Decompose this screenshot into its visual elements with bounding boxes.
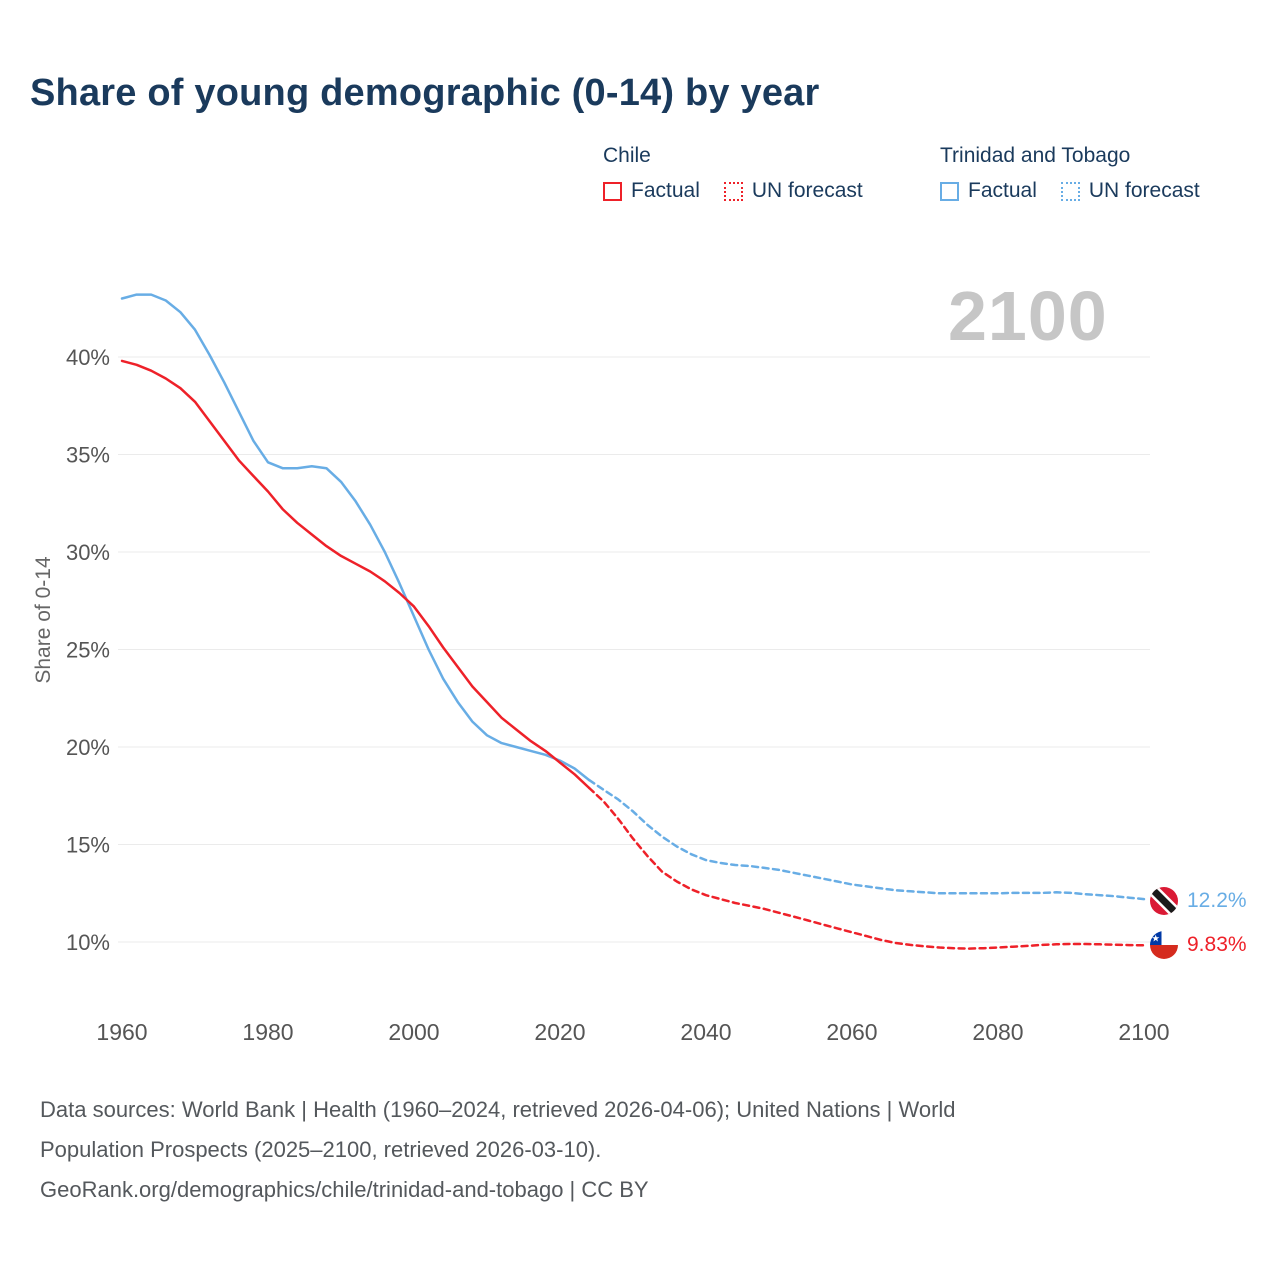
legend-group-chile: Chile Factual UN forecast [603,144,863,203]
y-tick-label: 35% [66,443,110,468]
x-tick-label: 2040 [680,1019,731,1045]
legend-item-label: Factual [631,179,700,202]
legend-chile-items: Factual UN forecast [603,179,863,203]
x-tick-label: 2020 [534,1019,585,1045]
legend-group-trinidad: Trinidad and Tobago Factual UN forecast [940,144,1200,203]
y-tick-label: 25% [66,638,110,663]
chile-flag-icon [1150,931,1178,959]
chile-end-value: 9.83% [1187,933,1247,956]
trinidad-end-value: 12.2% [1187,889,1247,912]
trinidad-factual-line [120,293,591,782]
legend-item-trinidad-factual[interactable]: Factual [940,179,1037,203]
legend-item-label: UN forecast [751,179,863,202]
legend-item-label: UN forecast [1088,179,1200,202]
trinidad-and-tobago-flag-icon [1150,887,1178,915]
footer: Data sources: World Bank | Health (1960–… [40,1090,956,1210]
data-sources-line-1: Data sources: World Bank | Health (1960–… [40,1097,956,1122]
y-tick-label: 10% [66,930,110,955]
chile-factual-swatch-icon [603,181,622,201]
endpoint-trinidad: 12.2% [1150,887,1247,915]
y-tick-label: 15% [66,833,110,858]
y-tick-label: 40% [66,345,110,370]
x-tick-label: 2060 [826,1019,877,1045]
y-tick-label: 20% [66,735,110,760]
legend-item-label: Factual [968,179,1037,202]
x-tick-label: 2100 [1118,1019,1169,1045]
trinidad-forecast-line [587,778,1146,901]
data-sources-line-2: Population Prospects (2025–2100, retriev… [40,1137,602,1162]
page-title: Share of young demographic (0-14) by yea… [30,72,820,114]
legend-item-chile-factual[interactable]: Factual [603,179,700,203]
trinidad-factual-swatch-icon [940,181,959,201]
legend-chile-name: Chile [603,144,651,167]
x-tick-label: 2000 [388,1019,439,1045]
chile-factual-line [120,359,591,790]
x-tick-label: 1980 [242,1019,293,1045]
chile-forecast-line [587,786,1146,950]
chile-forecast-swatch-icon [723,181,743,201]
legend-item-trinidad-forecast[interactable]: UN forecast [1060,179,1200,203]
endpoint-chile: 9.83% [1150,931,1247,959]
watermark-year: 2100 [948,277,1108,355]
x-tick-label: 1960 [96,1019,147,1045]
trinidad-forecast-swatch-icon [1060,181,1080,201]
x-tick-label: 2080 [972,1019,1023,1045]
y-tick-label: 30% [66,540,110,565]
legend-trinidad-name: Trinidad and Tobago [940,144,1131,167]
legend-item-chile-forecast[interactable]: UN forecast [723,179,863,203]
legend-trinidad-items: Factual UN forecast [940,179,1200,203]
georank-attribution: GeoRank.org/demographics/chile/trinidad-… [40,1177,649,1202]
